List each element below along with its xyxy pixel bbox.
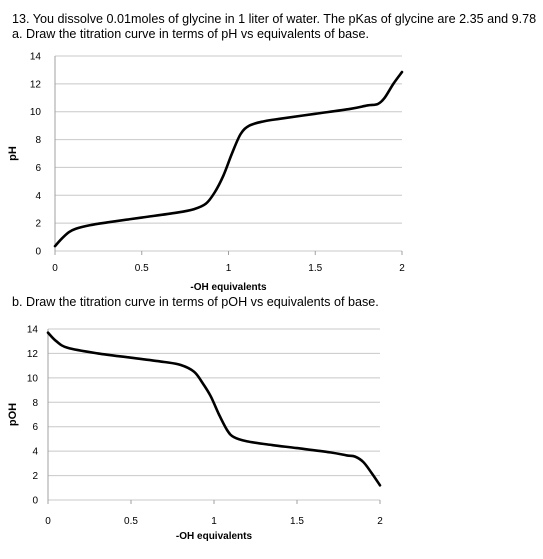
ph-y-tick-label: 12	[30, 79, 42, 90]
ph-x-tick-label: 0	[52, 263, 58, 274]
ph-y-tick-label: 14	[30, 52, 42, 63]
ph-y-axis-title: pH	[7, 146, 19, 161]
poh-y-tick-label: 0	[32, 496, 38, 507]
ph-y-tick-label: 10	[30, 107, 42, 118]
poh-y-tick-label: 2	[32, 471, 38, 482]
ph-y-tick-label: 8	[35, 135, 41, 146]
poh-x-tick-label: 0	[45, 516, 51, 527]
ph-y-tick-label: 4	[35, 191, 41, 202]
ph-x-tick-label: 1.5	[308, 263, 322, 274]
poh-y-tick-label: 14	[27, 325, 39, 336]
ph-y-tick-label: 2	[35, 219, 41, 230]
poh-x-tick-label: 2	[377, 516, 383, 527]
poh-y-tick-label: 6	[32, 422, 38, 433]
poh-y-tick-label: 4	[32, 447, 38, 458]
poh-titration-curve	[46, 331, 382, 487]
ph-x-tick-label: 0.5	[135, 263, 149, 274]
ph-y-tick-label: 6	[35, 163, 41, 174]
poh-x-tick-label: 1.5	[290, 516, 304, 527]
ph-x-tick-label: 2	[399, 263, 405, 274]
poh-y-tick-label: 12	[27, 349, 39, 360]
question-part-b: b. Draw the titration curve in terms of …	[12, 295, 379, 309]
poh-x-axis-title: -OH equivalents	[176, 531, 253, 542]
poh-x-tick-label: 1	[211, 516, 217, 527]
poh-y-tick-label: 8	[32, 398, 38, 409]
ph-titration-curve	[53, 70, 404, 248]
ph-x-axis-title: -OH equivalents	[190, 282, 267, 293]
poh-chart-group: 0 2 4 6 8 10 12 14 0 0.5 1 1.5 2 pOH -OH equivalents	[7, 325, 383, 543]
ph-x-tick-label: 1	[226, 263, 232, 274]
poh-x-tick-label: 0.5	[124, 516, 138, 527]
question-title: 13. You dissolve 0.01moles of glycine in…	[12, 12, 537, 26]
ph-y-tick-label: 0	[35, 247, 41, 258]
question-part-a: a. Draw the titration curve in terms of …	[12, 27, 369, 41]
poh-y-axis-title: pOH	[7, 403, 19, 426]
ph-chart-group: 0 2 4 6 8 10 12 14 0 0.5 1 1.5 2 pH -OH equivalents	[7, 52, 405, 294]
poh-y-tick-label: 10	[27, 373, 39, 384]
